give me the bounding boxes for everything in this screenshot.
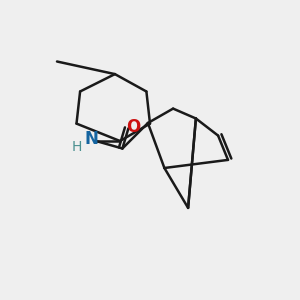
Text: N: N [85,130,98,148]
Text: H: H [71,140,82,154]
Text: O: O [126,118,141,136]
